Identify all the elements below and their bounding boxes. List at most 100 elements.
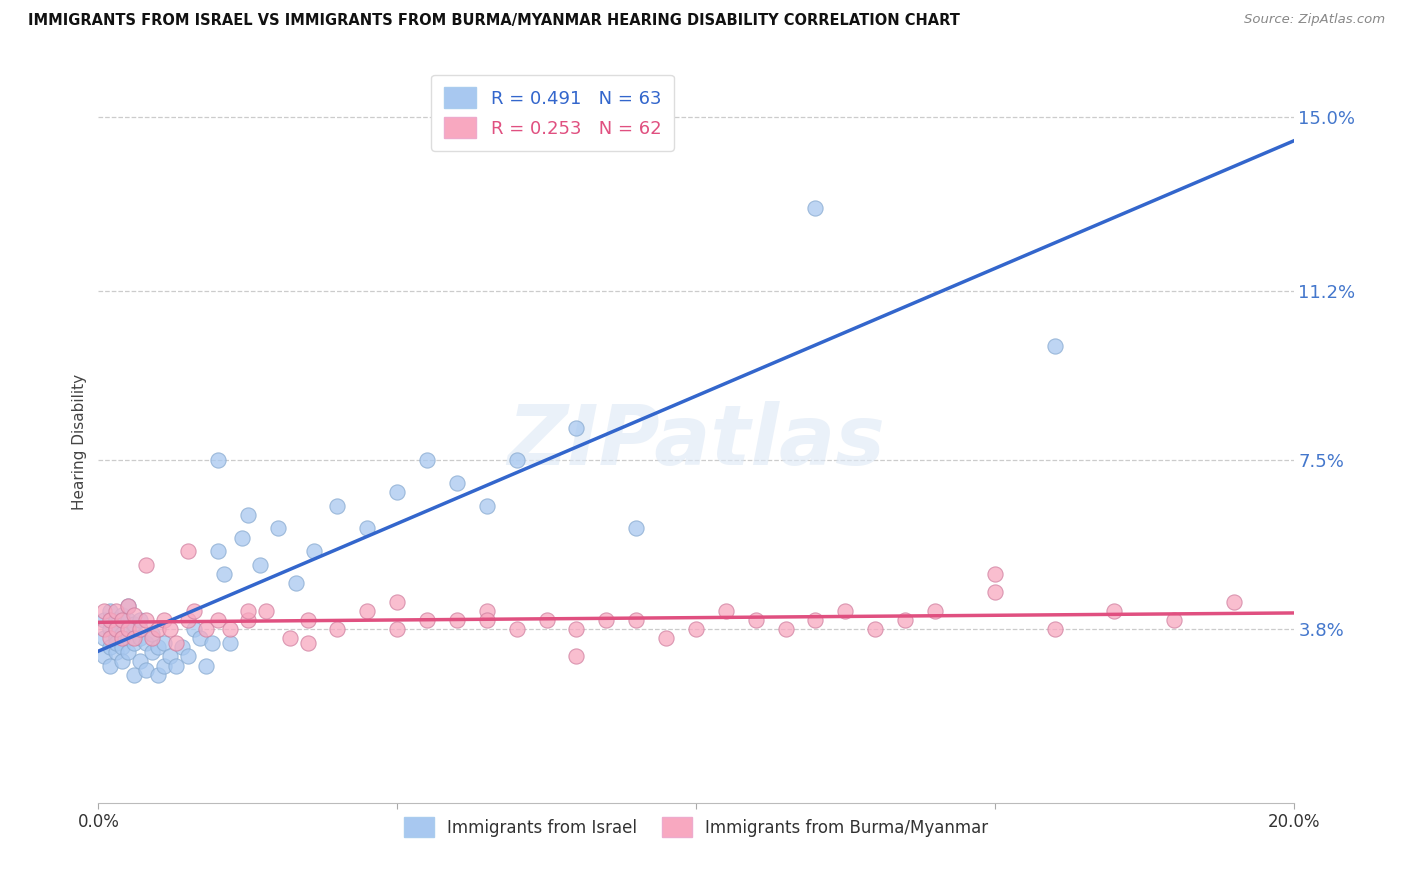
Point (93, 649, 115, 664)
Point (141, 645, 163, 659)
Point (924, 604, 946, 618)
Point (117, 599, 139, 614)
Point (183, 622, 205, 636)
Point (98, 604, 122, 618)
Point (536, 613, 558, 627)
Point (165, 658, 187, 673)
Point (172, 640, 194, 655)
Point (249, 558, 271, 572)
Point (105, 631, 128, 645)
Point (212, 567, 235, 582)
Point (141, 626, 163, 640)
Point (1043, 622, 1066, 636)
Point (506, 453, 529, 467)
Point (446, 613, 468, 627)
Point (117, 631, 139, 645)
Point (195, 658, 218, 673)
Point (894, 613, 917, 627)
Point (117, 599, 139, 614)
Point (98, 613, 122, 627)
Point (446, 475, 468, 490)
Point (201, 636, 224, 650)
Point (356, 521, 378, 535)
Point (105, 622, 128, 636)
Point (278, 631, 301, 645)
Point (177, 613, 200, 627)
Point (135, 636, 157, 650)
Point (297, 636, 319, 650)
Y-axis label: Hearing Disability: Hearing Disability (72, 374, 87, 509)
Point (416, 613, 439, 627)
Point (159, 649, 181, 664)
Point (804, 613, 827, 627)
Point (219, 636, 242, 650)
Point (148, 640, 170, 655)
Point (93, 604, 115, 618)
Point (1043, 338, 1066, 352)
Point (129, 613, 152, 627)
Text: Source: ZipAtlas.com: Source: ZipAtlas.com (1244, 13, 1385, 27)
Point (565, 649, 588, 664)
Point (153, 613, 176, 627)
Point (124, 667, 146, 681)
Point (124, 617, 146, 632)
Point (165, 636, 187, 650)
Point (475, 613, 498, 627)
Point (105, 622, 128, 636)
Point (984, 585, 1007, 599)
Point (129, 622, 152, 636)
Point (1163, 613, 1185, 627)
Point (153, 658, 176, 673)
Point (111, 626, 134, 640)
Point (775, 622, 797, 636)
Point (195, 622, 218, 636)
Point (93, 613, 115, 627)
Point (655, 631, 678, 645)
Point (117, 645, 139, 659)
Point (153, 636, 176, 650)
Point (475, 604, 498, 618)
Point (111, 631, 134, 645)
Point (105, 636, 128, 650)
Point (207, 453, 229, 467)
Point (834, 604, 856, 618)
Point (1223, 594, 1246, 608)
Point (177, 544, 200, 558)
Point (475, 499, 498, 513)
Point (188, 631, 211, 645)
Point (326, 622, 349, 636)
Point (297, 613, 319, 627)
Point (745, 613, 768, 627)
Point (183, 604, 205, 618)
Point (1104, 604, 1126, 618)
Point (148, 667, 170, 681)
Point (111, 608, 134, 623)
Point (124, 636, 146, 650)
Point (565, 622, 588, 636)
Point (111, 640, 134, 655)
Text: ZIPatlas: ZIPatlas (508, 401, 884, 482)
Point (207, 544, 229, 558)
Point (124, 631, 146, 645)
Point (595, 613, 617, 627)
Point (105, 613, 128, 627)
Point (565, 421, 588, 435)
Point (93, 631, 115, 645)
Point (93, 622, 115, 636)
Point (685, 622, 707, 636)
Point (207, 613, 229, 627)
Point (135, 663, 157, 677)
Point (98, 658, 122, 673)
Point (385, 622, 409, 636)
Point (111, 654, 134, 668)
Point (356, 604, 378, 618)
Point (284, 576, 307, 591)
Point (385, 594, 409, 608)
Point (302, 544, 325, 558)
Point (804, 202, 827, 216)
Point (124, 608, 146, 623)
Point (865, 622, 887, 636)
Point (117, 622, 139, 636)
Point (98, 622, 122, 636)
Point (714, 604, 737, 618)
